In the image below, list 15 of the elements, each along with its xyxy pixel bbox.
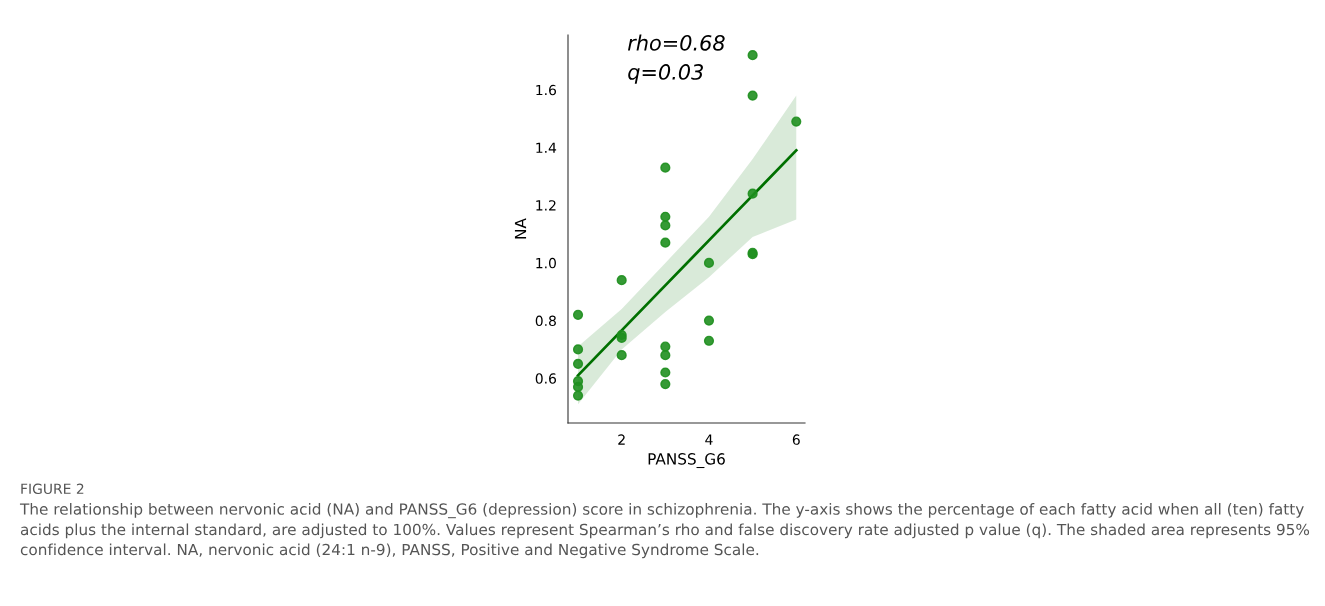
x-tick-label: 4 [705, 434, 713, 445]
y-axis-title: NA [514, 218, 527, 239]
x-tick-label: 2 [618, 434, 625, 445]
y-tick-label: 1.2 [536, 200, 556, 211]
y-tick-label: 0.8 [535, 315, 556, 327]
y-tick-label: 1.4 [536, 142, 557, 153]
x-tick-label: 6 [792, 434, 800, 445]
caption: FIGURE 2 [21, 483, 84, 495]
y-tick-label: 0.6 [535, 373, 557, 384]
y-tick-label: 1.6 [536, 84, 557, 96]
annotation: q=0.03 [628, 64, 703, 84]
text: The relationship between nervonic acid (NA) and PANSS_G6 (depression) score in schizophrenia. The y-axis shows the percentage of each fatty acid when all (ten) fatty acids plus the internal standard, are adjusted to 100%. Values represent Spearman’s rho and false discovery rate adjusted p value (q). The shaded area represents 95% confidence interval. NA, nervonic acid (24:1 n-9), PANSS, Positive and Negative Syndrome Scale. [19, 503, 1310, 559]
x-axis-title: PANSS_G6 [648, 453, 725, 469]
y-tick-label: 1.0 [536, 257, 556, 269]
annotation: rho=0.68 [627, 34, 725, 51]
